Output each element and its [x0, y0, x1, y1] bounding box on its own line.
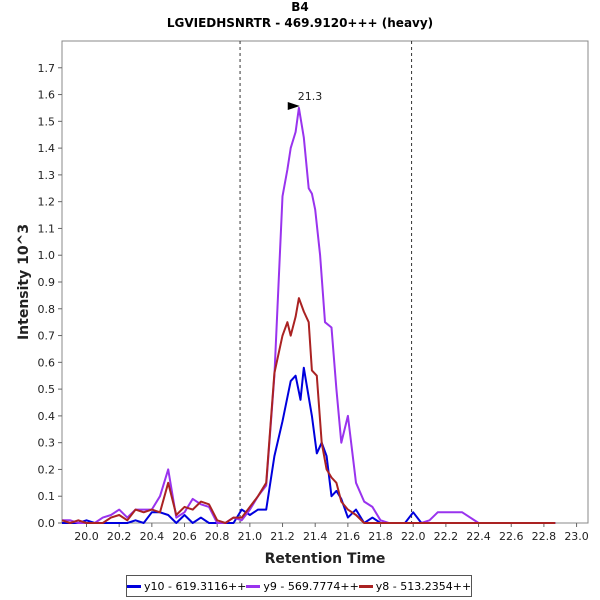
y-tick-label: 1.5 — [38, 115, 56, 128]
legend-label: y9 - 569.7774++ — [263, 579, 359, 593]
y-tick-label: 0.0 — [38, 517, 56, 530]
y-tick-label: 0.7 — [38, 330, 56, 343]
y-tick-label: 0.3 — [38, 437, 56, 450]
axis-ticks: 0.0 0.1 0.2 0.3 0.4 0.5 0.6 0.7 0.8 0.9 1.0 1.1 1.2 1… — [38, 62, 589, 543]
x-tick-label: 23.0 — [564, 530, 589, 543]
chart-subtitle: LGVIEDHSNRTR - 469.9120+++ (heavy) — [167, 16, 433, 30]
chart-title: B4 — [291, 0, 309, 14]
x-tick-label: 22.6 — [499, 530, 524, 543]
y-tick-label: 1.2 — [38, 196, 56, 209]
legend-label: y10 - 619.3116++ — [144, 579, 247, 593]
peak-annotation: 21.3 — [298, 90, 323, 103]
plot-area — [61, 40, 589, 524]
peak-arrow-icon — [287, 101, 300, 110]
legend-item-y8: y8 - 513.2354++ — [358, 579, 472, 593]
legend-item-y10: y10 - 619.3116++ — [127, 580, 246, 593]
legend-item-y9: y9 - 569.7774++ — [246, 579, 359, 593]
y-tick-label: 1.3 — [38, 169, 56, 182]
y-tick-label: 0.1 — [38, 490, 56, 503]
x-tick-label: 22.4 — [466, 530, 491, 543]
y-tick-label: 1.7 — [38, 62, 56, 75]
x-tick-label: 22.2 — [434, 530, 459, 543]
x-tick-label: 20.8 — [205, 530, 230, 543]
x-tick-label: 20.4 — [140, 530, 165, 543]
y-tick-label: 0.4 — [38, 410, 56, 423]
boundary-lines — [239, 41, 413, 523]
x-tick-label: 22.0 — [401, 530, 426, 543]
y-tick-label: 0.2 — [38, 463, 56, 476]
legend-swatch — [358, 584, 373, 588]
x-tick-label: 21.0 — [238, 530, 263, 543]
y-axis-title: Intensity 10^3 — [16, 224, 32, 340]
y-tick-label: 1.4 — [38, 142, 56, 155]
x-tick-label: 21.8 — [368, 530, 393, 543]
legend-swatch — [246, 584, 261, 588]
y-tick-label: 1.0 — [38, 249, 56, 262]
y-tick-label: 1.6 — [38, 89, 56, 102]
x-tick-label: 20.0 — [74, 530, 99, 543]
series-lines — [61, 106, 556, 524]
x-tick-label: 20.2 — [107, 530, 132, 543]
x-axis-title: Retention Time — [265, 551, 386, 567]
series-line — [61, 297, 556, 524]
x-tick-label: 21.4 — [303, 530, 328, 543]
y-tick-label: 0.5 — [38, 383, 56, 396]
y-tick-label: 0.9 — [38, 276, 56, 289]
y-tick-label: 1.1 — [38, 222, 56, 235]
legend-label: y8 - 513.2354++ — [375, 579, 472, 593]
x-tick-label: 21.2 — [270, 530, 295, 543]
x-tick-label: 22.8 — [532, 530, 557, 543]
legend: y10 - 619.3116++ y9 - 569.7774++ y8 - 51… — [126, 575, 472, 597]
x-tick-label: 21.6 — [336, 530, 361, 543]
y-tick-label: 0.8 — [38, 303, 56, 316]
legend-swatch — [127, 584, 141, 588]
x-tick-label: 20.6 — [172, 530, 197, 543]
y-tick-label: 0.6 — [38, 356, 56, 369]
